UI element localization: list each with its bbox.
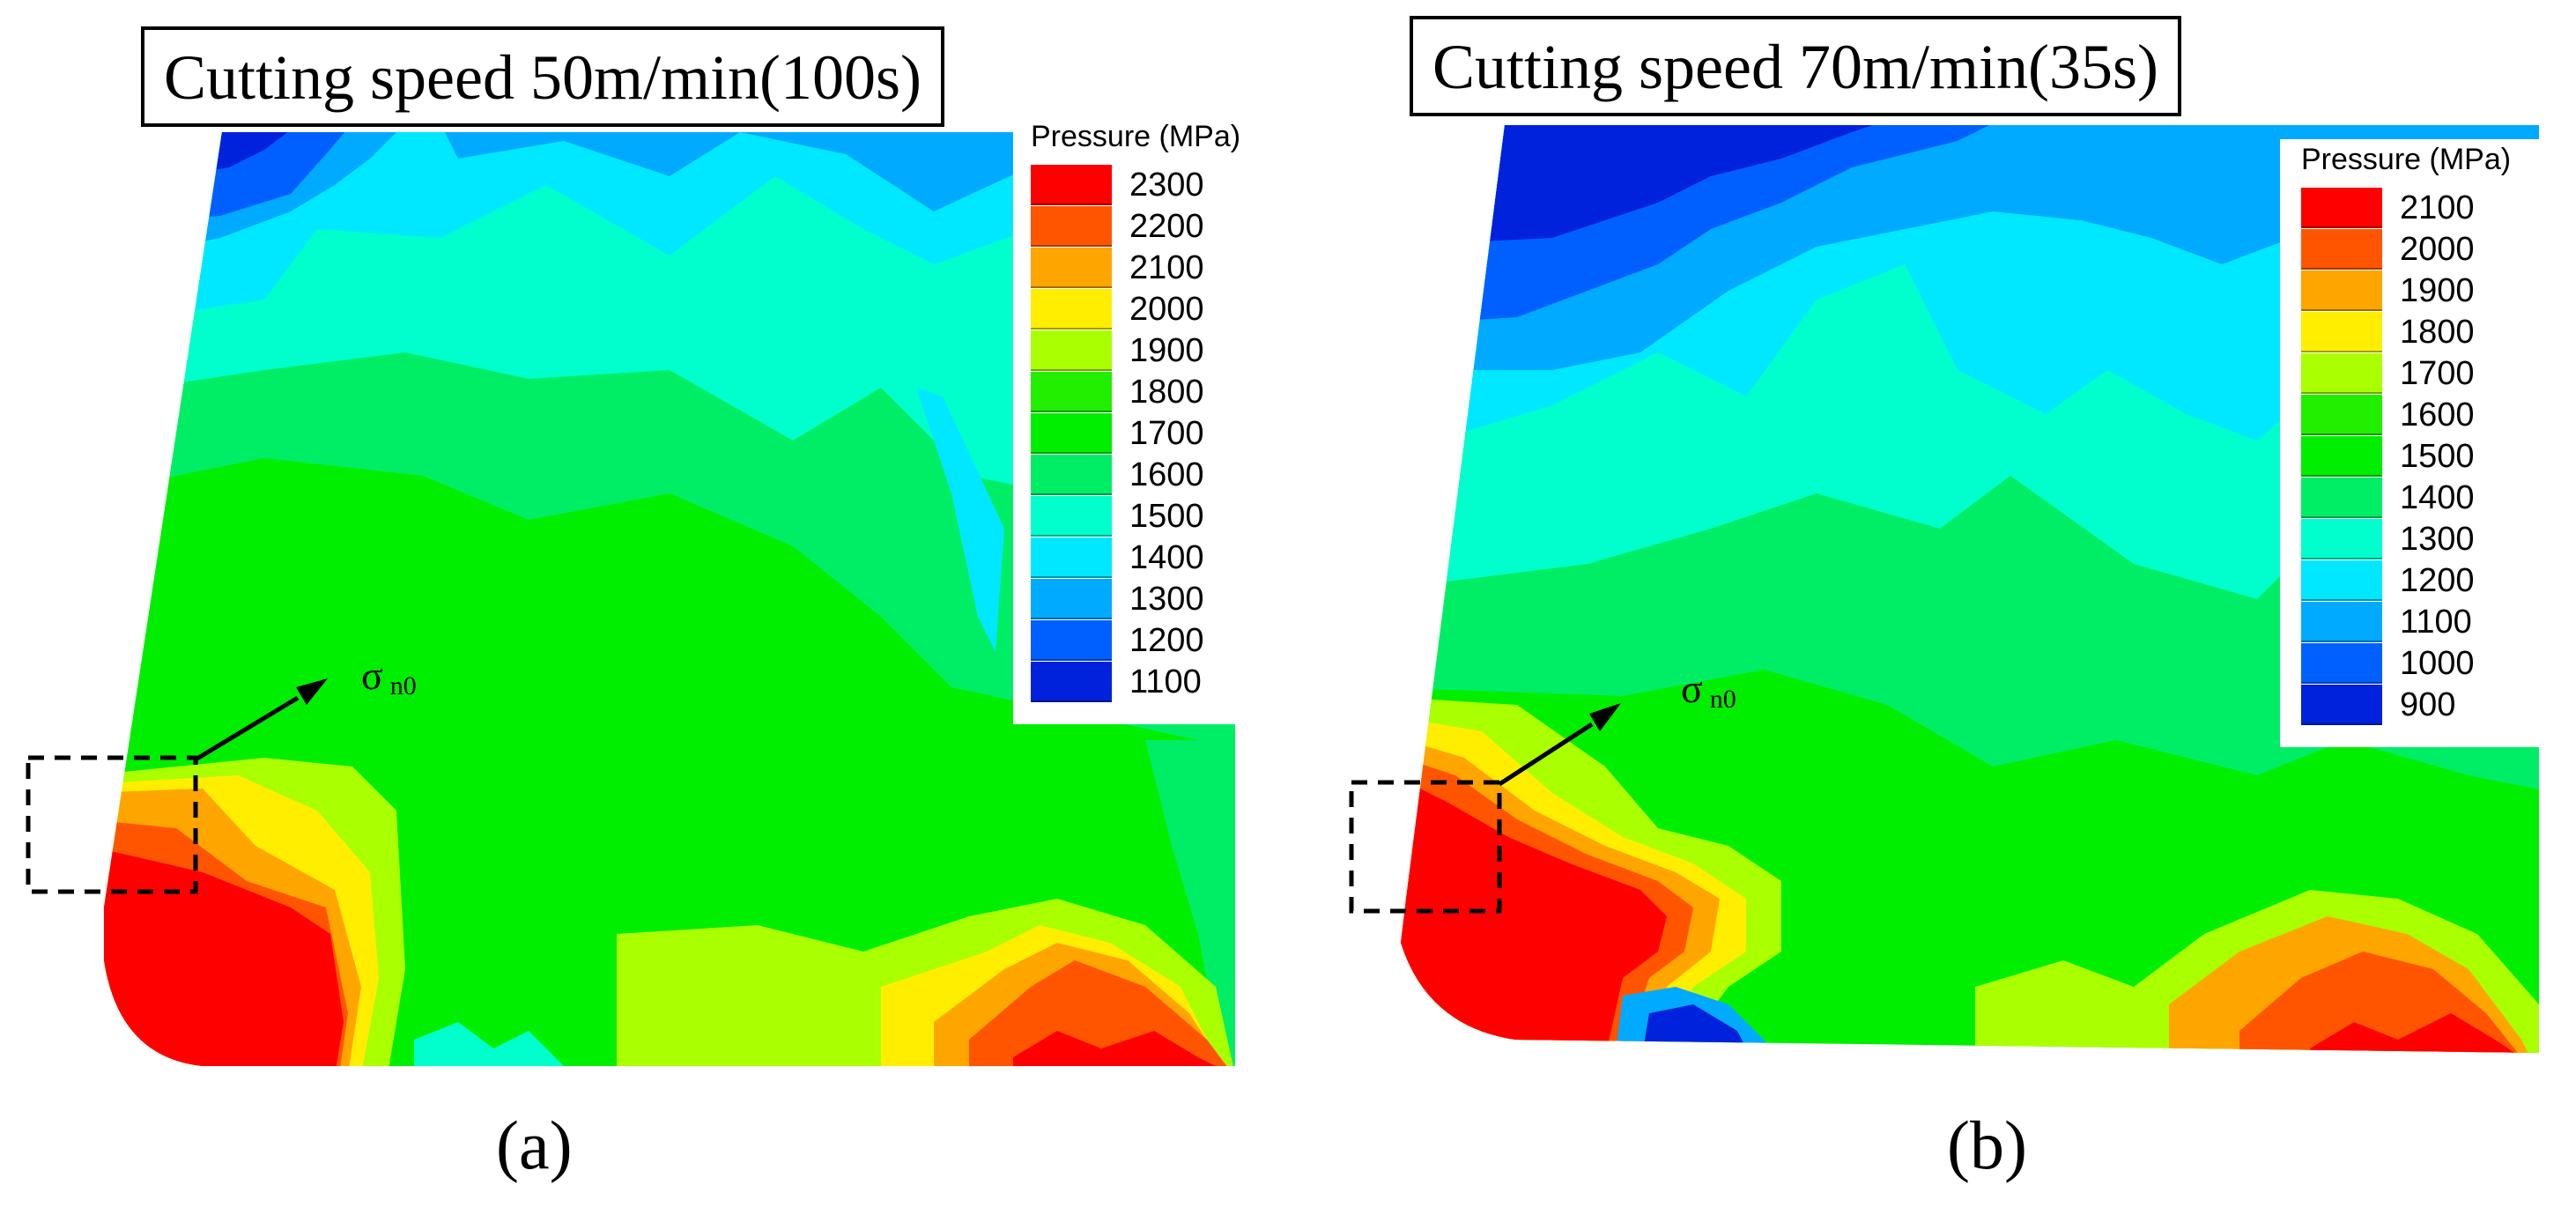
chart-title-b: Cutting speed 70m/min(35s) — [1410, 16, 2181, 116]
legend-swatch — [1031, 662, 1112, 702]
legend-swatch — [1031, 413, 1112, 454]
legend-tick-label: 1900 — [1129, 332, 1204, 369]
legend-swatch — [2301, 270, 2382, 311]
legend-title-a: Pressure (MPa) — [1031, 120, 1241, 153]
legend-swatch — [2301, 478, 2382, 518]
legend-swatch — [2301, 685, 2382, 725]
legend-tick-label: 1700 — [1129, 415, 1204, 452]
legend-swatch — [1031, 330, 1112, 371]
legend-tick-label: 1400 — [1129, 539, 1204, 576]
legend-tick-label: 2000 — [1129, 291, 1204, 328]
legend-tick-label: 1200 — [2400, 562, 2475, 599]
region-2100-bottom — [2310, 1013, 2521, 1053]
sigma-arrowhead-b — [1589, 703, 1621, 731]
legend-tick-label: 1300 — [1129, 581, 1204, 618]
legend-swatch — [1031, 248, 1112, 288]
legend-tick-label: 1000 — [2400, 645, 2475, 682]
legend-tick-label: 1900 — [2400, 272, 2475, 309]
sigma-arrow-a — [194, 695, 300, 762]
legend-tick-label: 1700 — [2400, 355, 2475, 392]
legend-swatch — [2301, 229, 2382, 270]
region-900 — [1401, 125, 1905, 247]
legend-tick-label: 1600 — [2400, 396, 2475, 433]
legend-tick-label: 1800 — [2400, 314, 2475, 351]
legend-tick-label: 1400 — [2400, 479, 2475, 516]
region-1400-streak — [916, 388, 1004, 652]
legend-swatch — [1031, 372, 1112, 412]
legend-swatch — [2301, 395, 2382, 435]
legend-tick-label: 2100 — [2400, 189, 2475, 226]
legend-swatch — [1031, 165, 1112, 205]
tool-tip-dashed-box-b — [1349, 780, 1502, 914]
legend-tick-label: 1300 — [2400, 521, 2475, 558]
legend-a: Pressure (MPa) 2300 2200 2100 2000 1900 1800 1… — [1013, 116, 1288, 724]
legend-swatch — [1031, 289, 1112, 330]
legend-tick-label: 1500 — [1129, 498, 1204, 535]
region-2100-left — [1401, 767, 1667, 1053]
legend-tick-label: 1200 — [1129, 622, 1204, 659]
legend-swatch — [2301, 560, 2382, 601]
tool-tip-dashed-box-a — [26, 755, 198, 894]
legend-b: Pressure (MPa) 2100 2000 1900 1800 1700 1600 1… — [2280, 139, 2576, 747]
legend-swatch — [2301, 353, 2382, 394]
sigma-label-a: σ n0 — [361, 653, 417, 700]
legend-swatch — [1031, 206, 1112, 247]
legend-tick-label: 2100 — [1129, 249, 1204, 286]
legend-swatch — [2301, 602, 2382, 642]
legend-title-b: Pressure (MPa) — [2301, 143, 2512, 176]
region-1400-bottom-patch — [414, 1022, 564, 1066]
legend-tick-label: 2300 — [1129, 167, 1204, 204]
legend-tick-label: 2000 — [2400, 231, 2475, 268]
legend-tick-label: 1100 — [1129, 663, 1202, 700]
legend-swatch — [1031, 620, 1112, 661]
legend-tick-label: 1600 — [1129, 456, 1204, 493]
legend-swatch — [1031, 455, 1112, 495]
region-2300-bottom — [1013, 1031, 1233, 1066]
panel-label-b: (b) — [1947, 1107, 2027, 1183]
panel-label-a: (a) — [496, 1107, 573, 1183]
legend-tick-label: 1500 — [2400, 438, 2475, 475]
region-2300-left — [104, 846, 344, 1066]
legend-swatch — [2301, 436, 2382, 477]
legend-tick-label: 2200 — [1129, 208, 1204, 245]
sigma-arrow-b — [1498, 722, 1594, 787]
legend-swatch — [2301, 188, 2382, 228]
legend-swatch — [1031, 537, 1112, 578]
sigma-label-b: σ n0 — [1681, 666, 1736, 714]
legend-swatch — [1031, 496, 1112, 537]
legend-swatch — [1031, 579, 1112, 619]
legend-swatch — [2301, 643, 2382, 684]
chart-title-a: Cutting speed 50m/min(100s) — [141, 26, 944, 127]
legend-tick-label: 1800 — [1129, 374, 1204, 411]
legend-tick-label: 900 — [2400, 686, 2456, 723]
legend-swatch — [2301, 312, 2382, 352]
panel-b: Cutting speed 70m/min(35s) Pressure (MPa… — [1288, 0, 2576, 1215]
panel-a: Cutting speed 50m/min(100s) Pressure (MP… — [26, 26, 1288, 1183]
legend-swatch — [2301, 519, 2382, 559]
legend-tick-label: 1100 — [2400, 604, 2472, 641]
sigma-arrowhead-a — [296, 678, 328, 705]
region-1600-right — [1145, 740, 1235, 1066]
